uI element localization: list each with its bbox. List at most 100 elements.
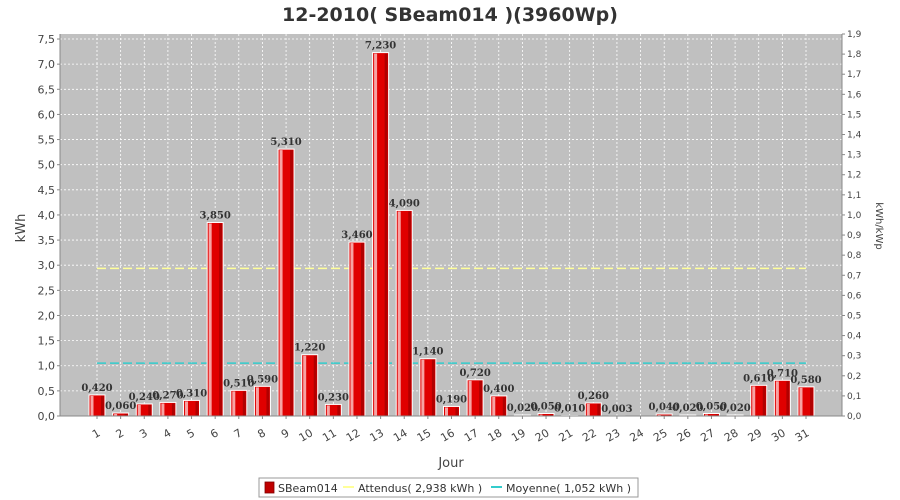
x-tick-label: 21 (557, 426, 576, 444)
bar-highlight (255, 387, 259, 416)
bar-highlight (185, 401, 189, 416)
y2-tick-label: 0,5 (847, 311, 861, 321)
y-tick-label: 0,0 (38, 410, 56, 423)
y-tick-label: 4,0 (38, 209, 56, 222)
bar-value-label: 0,710 (767, 368, 798, 379)
y-tick-label: 7,5 (38, 33, 56, 46)
x-tick-label: 25 (651, 426, 670, 444)
y2-tick-label: 0,8 (847, 251, 862, 261)
bar-value-label: 4,090 (389, 198, 420, 209)
bar-value-label: 0,270 (152, 390, 183, 401)
x-tick-label: 19 (509, 426, 528, 444)
y-tick-label: 1,5 (38, 335, 56, 348)
y-tick-label: 7,0 (38, 58, 56, 71)
legend-box (258, 477, 639, 498)
bar-value-label: 0,240 (129, 392, 160, 403)
bar-shadow (479, 380, 483, 416)
bar-value-label: 1,140 (412, 347, 443, 358)
bar-highlight (232, 391, 236, 416)
bar-value-label: 0,310 (176, 388, 207, 399)
y-tick-label: 6,0 (38, 108, 56, 121)
bar-value-label: 5,310 (270, 137, 301, 148)
x-tick-label: 12 (344, 426, 363, 444)
y2-tick-label: 0,2 (847, 372, 861, 382)
legend-label-sbeam014: SBeam014 (278, 482, 338, 495)
bar-highlight (90, 395, 94, 416)
y2-tick-label: 0,0 (847, 412, 862, 422)
y2-tick-label: 1,1 (847, 191, 861, 201)
bar-value-label: 0,610 (743, 373, 774, 384)
x-tick-label: 16 (438, 426, 457, 444)
x-tick-label: 18 (486, 426, 505, 444)
bar-highlight (350, 243, 354, 416)
y2-tick-label: 0,6 (847, 291, 862, 301)
bar-highlight (445, 407, 448, 416)
bar-shadow (550, 414, 554, 416)
x-tick-label: 20 (533, 426, 552, 444)
bar-shadow (715, 414, 719, 416)
legend-label-attendus: Attendus( 2,938 kWh ) (358, 482, 482, 495)
bar-value-label: 0,420 (81, 383, 112, 394)
bar-shadow (195, 401, 199, 416)
bar-shadow (242, 391, 246, 416)
bar-shadow (786, 381, 790, 416)
bar-value-label: 0,510 (223, 378, 254, 389)
y2-tick-label: 1,9 (847, 30, 862, 40)
bar-shadow (668, 414, 672, 416)
bar-highlight (468, 380, 472, 416)
x-tick-label: 1 (90, 426, 103, 441)
x-tick-label: 5 (184, 426, 197, 441)
y2-tick-label: 0,9 (847, 231, 862, 241)
bar-shadow (762, 386, 766, 416)
bar-value-label: 0,050 (530, 401, 561, 412)
bar-shadow (337, 405, 341, 416)
x-tick-label: 31 (793, 426, 812, 444)
x-tick-label: 22 (580, 426, 599, 444)
x-tick-label: 30 (769, 426, 788, 444)
bar-highlight (704, 414, 708, 416)
bars (88, 52, 815, 417)
bar-value-label: 0,020 (719, 403, 750, 414)
bar-shadow (384, 53, 388, 416)
x-tick-label: 29 (746, 426, 765, 444)
x-tick-label: 14 (391, 426, 410, 444)
bar-value-label: 0,040 (649, 402, 680, 413)
bar-value-label: 0,720 (459, 368, 490, 379)
y-tick-label: 3,0 (38, 259, 56, 272)
bar-value-label: 0,580 (790, 375, 821, 386)
bar-value-label: 0,010 (554, 403, 585, 414)
bar-shadow (408, 211, 412, 416)
y2-tick-label: 1,3 (847, 151, 861, 161)
y-tick-label: 5,5 (38, 134, 56, 147)
y-tick-label: 0,5 (38, 385, 56, 398)
bar-shadow (597, 403, 601, 416)
x-tick-label: 7 (232, 426, 245, 441)
x-tick-label: 28 (722, 426, 741, 444)
plot-area (60, 34, 842, 416)
bar-value-label: 0,230 (318, 392, 349, 403)
bar-highlight (374, 53, 378, 416)
y-tick-label: 6,5 (38, 83, 56, 96)
x-tick-label: 6 (208, 426, 221, 441)
bar-highlight (421, 359, 425, 416)
legend: SBeam014 Attendus( 2,938 kWh ) Moyenne( … (258, 477, 639, 498)
bar-highlight (492, 396, 496, 416)
bar-highlight (303, 355, 307, 416)
chart-title: 12-2010( SBeam014 )(3960Wp) (282, 4, 618, 26)
y2-tick-label: 1,4 (847, 131, 862, 141)
bar-value-label: 0,003 (601, 404, 632, 415)
bar-value-label: 0,190 (436, 394, 467, 405)
bar-shadow (313, 355, 317, 416)
legend-swatch-sbeam014 (264, 481, 275, 494)
x-tick-label: 13 (367, 426, 386, 444)
y2-tick-label: 1,6 (847, 90, 862, 100)
bar-shadow (810, 387, 813, 416)
bar-value-label: 7,230 (365, 41, 396, 52)
bar-highlight (539, 414, 543, 416)
legend-label-moyenne: Moyenne( 1,052 kWh ) (506, 482, 631, 495)
bar-shadow (455, 407, 459, 416)
bar-highlight (775, 381, 779, 416)
bar-shadow (124, 413, 128, 416)
